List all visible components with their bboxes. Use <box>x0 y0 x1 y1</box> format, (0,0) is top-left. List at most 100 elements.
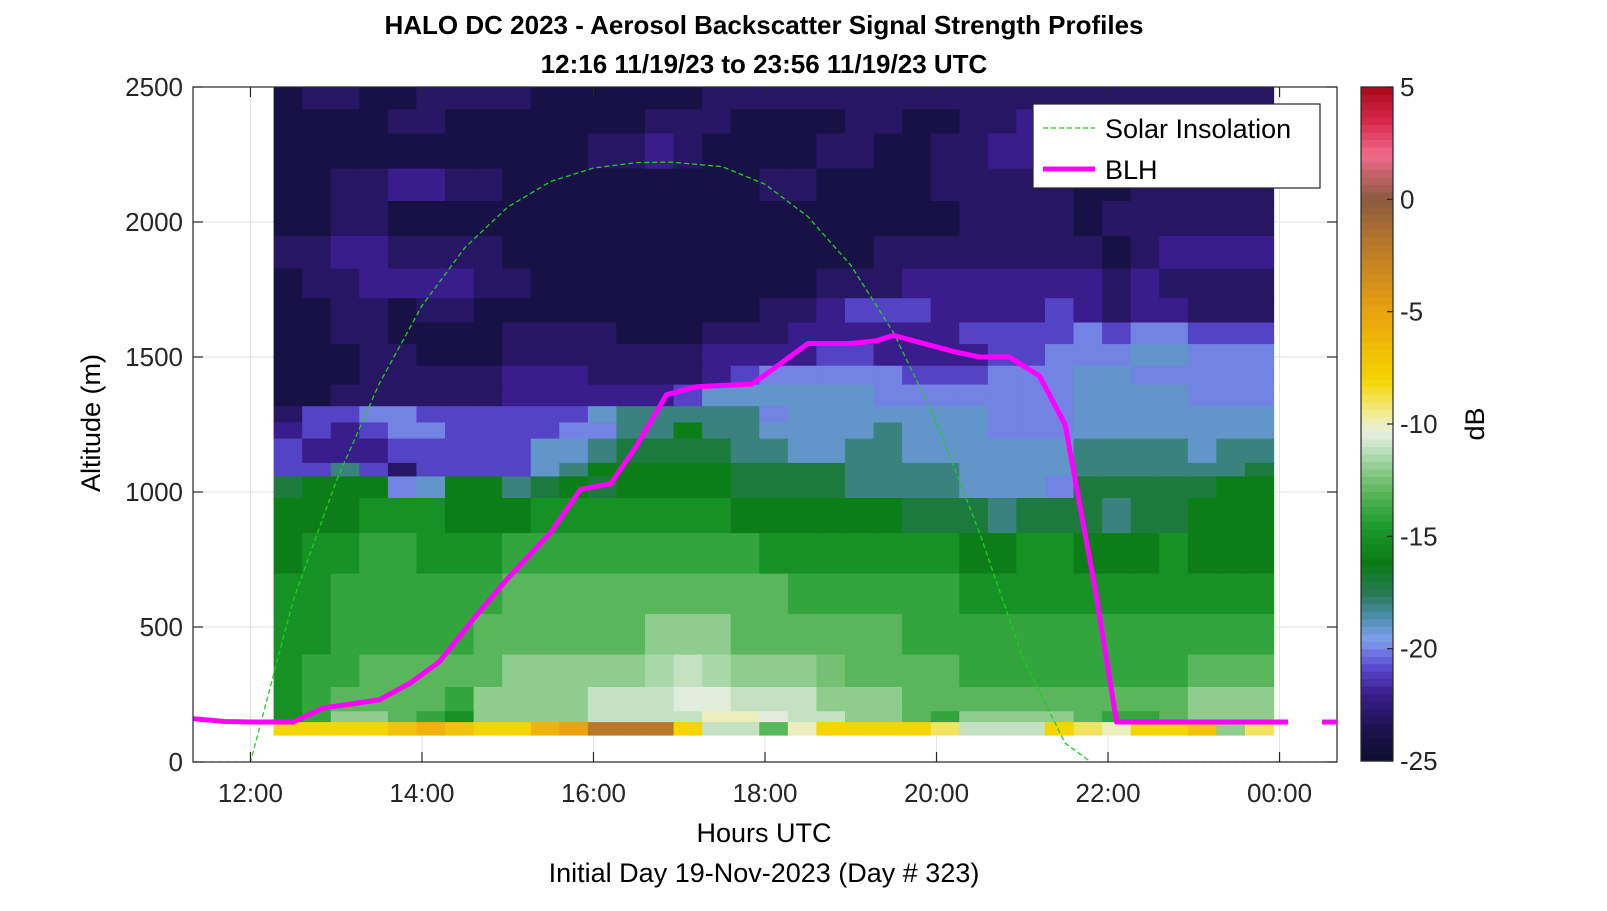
heatmap-cell <box>902 686 932 712</box>
heatmap-cell <box>530 721 560 736</box>
x-tick-label: 14:00 <box>389 778 454 808</box>
heatmap-cell <box>1073 405 1103 423</box>
heatmap-cell <box>1216 235 1246 269</box>
heatmap-cell <box>273 532 303 574</box>
colorbar-swatch <box>1361 686 1393 695</box>
heatmap-cell <box>587 297 618 323</box>
heatmap-cell <box>1216 438 1246 463</box>
heatmap-cell <box>330 267 360 299</box>
heatmap-cell <box>1102 384 1132 407</box>
heatmap-cell <box>1216 405 1246 423</box>
heatmap-cell <box>387 365 418 385</box>
colorbar-swatch <box>1361 124 1393 133</box>
colorbar-swatch <box>1361 236 1393 245</box>
heatmap-cell <box>416 132 446 169</box>
heatmap-cell <box>445 475 475 498</box>
colorbar-swatch <box>1361 701 1393 710</box>
heatmap-cell <box>387 297 418 323</box>
heatmap-cell <box>1016 721 1046 736</box>
heatmap-cell <box>387 573 418 615</box>
colorbar-swatch <box>1361 296 1393 305</box>
heatmap-cell <box>330 497 360 534</box>
heatmap-cell <box>959 321 989 345</box>
heatmap-cell <box>645 710 675 723</box>
heatmap-cell <box>1216 321 1246 345</box>
heatmap-cell <box>273 686 303 712</box>
heatmap-cell <box>530 87 560 110</box>
colorbar-swatch <box>1361 251 1393 260</box>
heatmap-cell <box>873 87 903 110</box>
heatmap-cell <box>302 497 332 534</box>
heatmap-cell <box>273 438 303 463</box>
heatmap-cell <box>559 168 589 201</box>
heatmap-cell <box>330 108 360 134</box>
heatmap-cell <box>559 267 589 299</box>
heatmap-cell <box>1073 267 1103 299</box>
heatmap-cell <box>787 267 818 299</box>
colorbar-swatch <box>1361 611 1393 620</box>
heatmap-cell <box>1044 654 1075 687</box>
heatmap-cell <box>1130 686 1160 712</box>
colorbar-swatch <box>1361 536 1393 545</box>
heatmap-cell <box>530 267 560 299</box>
y-tick-label: 1000 <box>125 477 183 507</box>
heatmap-cell <box>302 321 332 345</box>
heatmap-cell <box>987 108 1018 134</box>
heatmap-cell <box>930 87 960 110</box>
heatmap-cell <box>759 132 789 169</box>
heatmap-cell <box>787 475 818 498</box>
heatmap-cell <box>416 497 446 534</box>
heatmap-cell <box>359 573 389 615</box>
heatmap-cell <box>1016 438 1046 463</box>
heatmap-cell <box>330 532 360 574</box>
heatmap-cell <box>616 475 646 498</box>
heatmap-cell <box>730 721 760 736</box>
legend: Solar Insolation BLH <box>1032 103 1321 189</box>
heatmap-cell <box>759 405 789 423</box>
heatmap-cell <box>673 710 703 723</box>
heatmap-cell <box>1216 686 1246 712</box>
heatmap-cell <box>1244 710 1275 723</box>
heatmap-cell <box>473 108 503 134</box>
colorbar-tick-label: 5 <box>1400 72 1414 102</box>
heatmap-cell <box>844 421 875 439</box>
heatmap-cell <box>1159 654 1189 687</box>
colorbar-swatch <box>1361 566 1393 575</box>
heatmap-cell <box>645 200 675 237</box>
heatmap-cell <box>987 297 1018 323</box>
colorbar-swatch <box>1361 506 1393 515</box>
heatmap-cell <box>473 343 503 366</box>
heatmap-cell <box>1187 297 1218 323</box>
heatmap-cell <box>502 438 532 463</box>
heatmap-cell <box>930 321 960 345</box>
heatmap-cell <box>844 438 875 463</box>
heatmap-cell <box>502 365 532 385</box>
heatmap-cell <box>730 573 760 615</box>
heatmap-cell <box>1159 462 1189 477</box>
heatmap-cell <box>787 573 818 615</box>
colorbar-swatch <box>1361 221 1393 230</box>
heatmap-cell <box>702 365 732 385</box>
heatmap-cell <box>1044 532 1075 574</box>
heatmap-cell <box>530 343 560 366</box>
colorbar-tick-label: -25 <box>1400 746 1438 776</box>
heatmap-cell <box>473 686 503 712</box>
heatmap-cell <box>702 497 732 534</box>
heatmap-cell <box>816 200 846 237</box>
heatmap-cell <box>387 421 418 439</box>
heatmap-cell <box>902 108 932 134</box>
colorbar-swatch <box>1361 581 1393 590</box>
colorbar-swatch <box>1361 716 1393 725</box>
heatmap-cell <box>1130 200 1160 237</box>
heatmap-cell <box>959 686 989 712</box>
heatmap-cell <box>1216 710 1246 723</box>
heatmap-cell <box>1044 475 1075 498</box>
heatmap-cell <box>930 721 960 736</box>
heatmap-cell <box>587 267 618 299</box>
heatmap-cell <box>816 132 846 169</box>
heatmap-cell <box>816 235 846 269</box>
colorbar-swatch <box>1361 206 1393 215</box>
heatmap-cell <box>987 405 1018 423</box>
heatmap-cell <box>902 438 932 463</box>
heatmap-cell <box>502 132 532 169</box>
